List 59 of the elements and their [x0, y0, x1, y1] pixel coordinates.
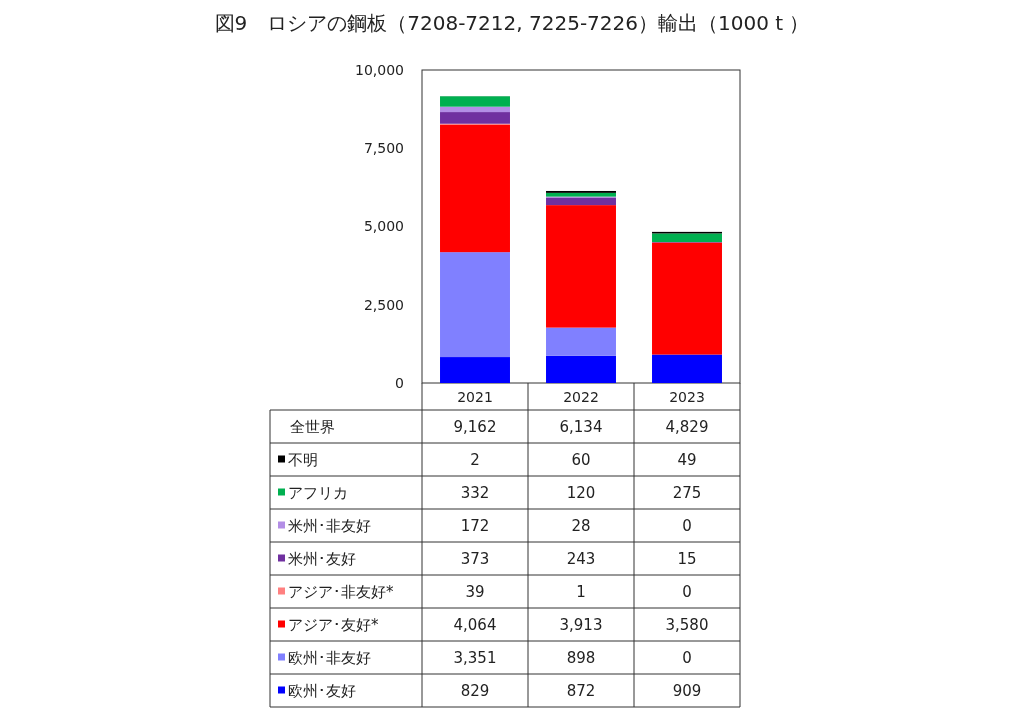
data-label: 60 [571, 450, 591, 469]
data-label: 3,913 [559, 615, 603, 634]
bar [440, 124, 510, 253]
bar [546, 197, 616, 206]
data-label: 2 [470, 450, 480, 469]
legend-label: 不明 [288, 450, 318, 469]
bar [440, 106, 510, 113]
y-tick-label: 10,000 [355, 61, 404, 78]
bar [440, 112, 510, 124]
x-tick-label: 2023 [669, 389, 705, 405]
data-label: 373 [460, 549, 490, 568]
data-label: 829 [460, 681, 490, 700]
data-label: 28 [571, 516, 591, 535]
data-label: 898 [566, 648, 596, 667]
data-label: 15 [677, 549, 697, 568]
legend-label: 欧州･非友好 [288, 648, 371, 667]
bar [546, 205, 616, 328]
bar [546, 355, 616, 383]
y-tick-label: 5,000 [363, 218, 404, 235]
text: 全世界 [290, 417, 335, 436]
data-label: 3,351 [453, 648, 497, 667]
legend-label: 米州･友好 [288, 549, 356, 568]
x-tick-label: 2021 [457, 389, 493, 405]
y-tick-label: 2,500 [363, 296, 404, 313]
legend-label: アフリカ [288, 483, 348, 502]
data-label: 4,064 [453, 615, 497, 634]
total-label: 4,829 [665, 417, 709, 436]
legend-label: 米州･非友好 [288, 516, 371, 535]
bar [652, 354, 722, 383]
y-tick-label: 7,500 [363, 140, 404, 157]
data-label: 0 [682, 648, 692, 667]
data-label: 872 [566, 681, 596, 700]
data-label: 0 [682, 516, 692, 535]
data-label: 120 [566, 483, 596, 502]
y-tick-label: 0 [395, 374, 404, 391]
legend-label: 欧州･友好 [288, 681, 356, 700]
bar [652, 233, 722, 243]
total-label: 9,162 [453, 417, 497, 436]
legend-label: アジア･友好* [288, 615, 379, 634]
bar [440, 252, 510, 358]
chart-title: 図9 ロシアの鋼板（7208-7212, 7225-7226）輸出（1000 t ） [214, 11, 810, 35]
bar [652, 242, 722, 355]
data-label: 332 [460, 483, 490, 502]
x-tick-label: 2022 [563, 389, 599, 405]
total-label: 6,134 [559, 417, 603, 436]
bar [440, 96, 510, 107]
data-label: 1 [576, 582, 586, 601]
data-label: 275 [672, 483, 702, 502]
data-label: 172 [460, 516, 490, 535]
data-label: 39 [465, 582, 485, 601]
data-label: 0 [682, 582, 692, 601]
bar [546, 192, 616, 197]
data-label: 909 [672, 681, 702, 700]
data-label: 3,580 [665, 615, 709, 634]
legend-label: アジア･非友好* [288, 582, 394, 601]
data-label: 49 [677, 450, 697, 469]
bar [546, 327, 616, 356]
data-label: 243 [566, 549, 596, 568]
bar [440, 357, 510, 383]
